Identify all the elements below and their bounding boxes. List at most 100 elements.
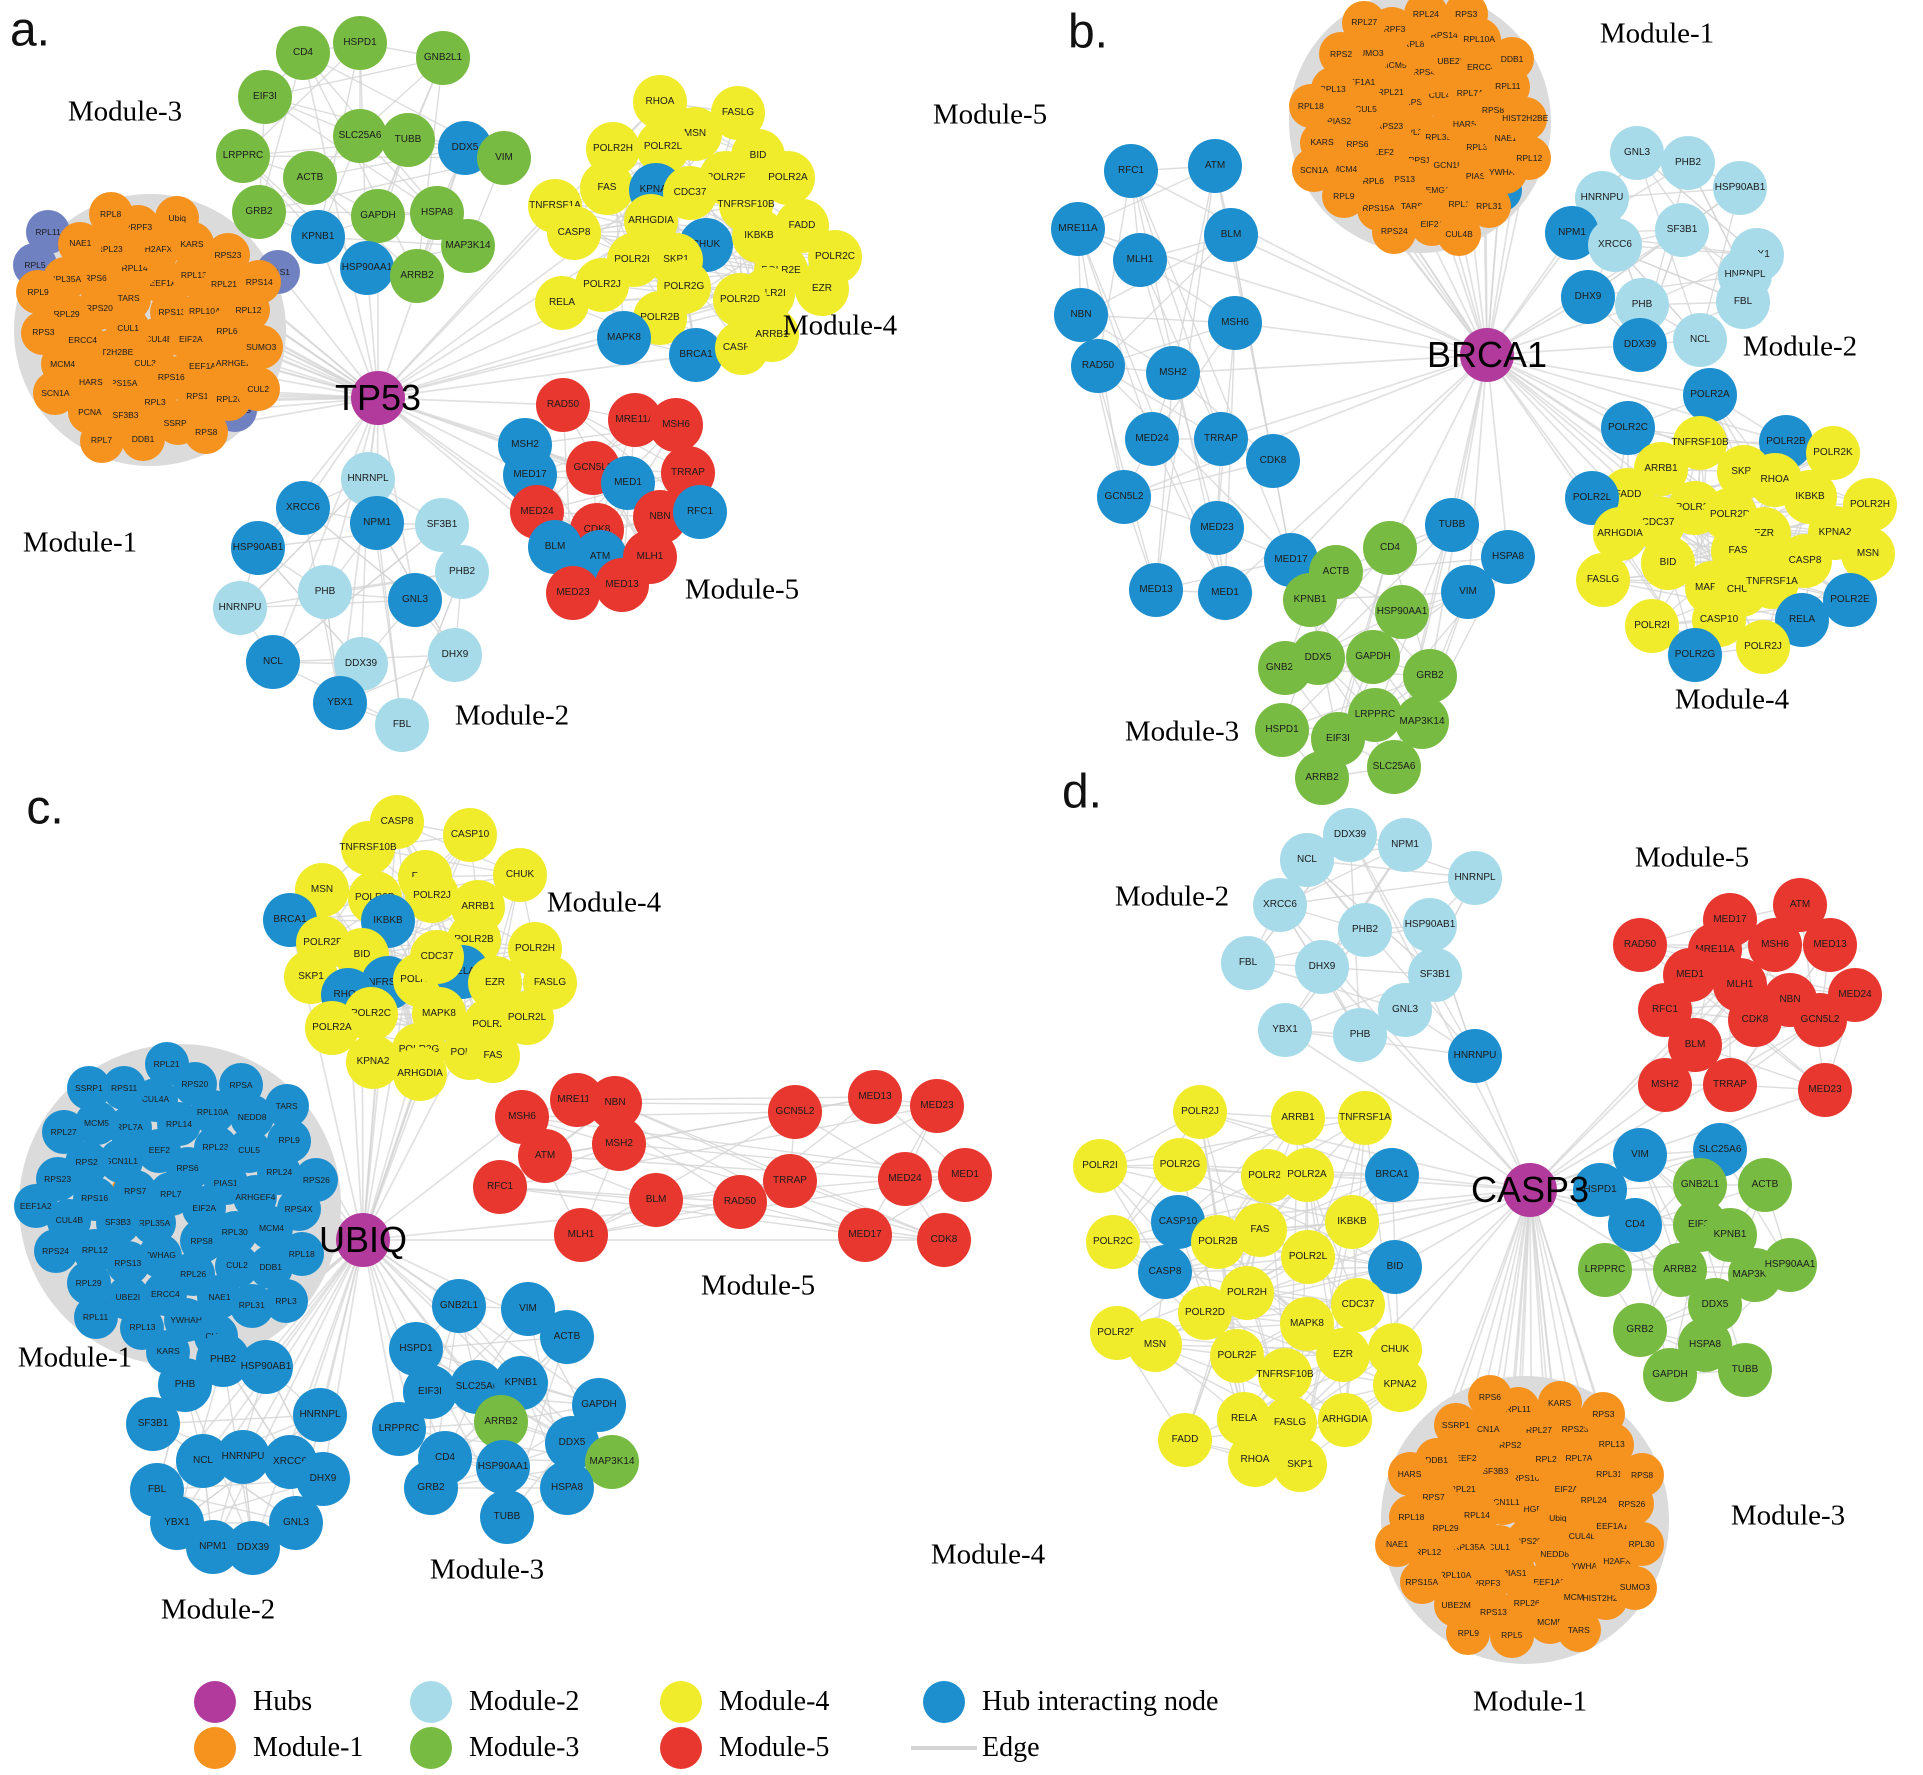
node-MED17[interactable]: MED17 bbox=[838, 1208, 892, 1262]
node-GNL3[interactable]: GNL3 bbox=[1378, 983, 1432, 1037]
node-HSP90AA1[interactable]: HSP90AA1 bbox=[1763, 1238, 1817, 1292]
node-ARRB2[interactable]: ARRB2 bbox=[1295, 751, 1349, 805]
node-CDK8[interactable]: CDK8 bbox=[1728, 993, 1782, 1047]
node-CDK8[interactable]: CDK8 bbox=[1246, 434, 1300, 488]
node-RPL9[interactable]: RPL9 bbox=[16, 270, 61, 315]
node-SF3B1[interactable]: SF3B1 bbox=[415, 498, 469, 552]
node-BLM[interactable]: BLM bbox=[629, 1173, 683, 1227]
node-RPS24[interactable]: RPS24 bbox=[1372, 209, 1417, 254]
node-FASLG[interactable]: FASLG bbox=[1576, 553, 1630, 607]
hub-node-BRCA1[interactable]: BRCA1 bbox=[1427, 328, 1547, 382]
node-DDX39[interactable]: DDX39 bbox=[1613, 318, 1667, 372]
node-HNRNPU[interactable]: HNRNPU bbox=[216, 1430, 270, 1484]
node-PHB2[interactable]: PHB2 bbox=[435, 545, 489, 599]
node-ACTB[interactable]: ACTB bbox=[1738, 1158, 1792, 1212]
node-MAP3K14[interactable]: MAP3K14 bbox=[441, 219, 495, 273]
node-SUMO3[interactable]: SUMO3 bbox=[1612, 1565, 1657, 1610]
node-RPSA[interactable]: RPSA bbox=[219, 1063, 264, 1108]
node-FBL[interactable]: FBL bbox=[375, 698, 429, 752]
node-GRB2[interactable]: GRB2 bbox=[232, 185, 286, 239]
node-HIST2H2BE[interactable]: HIST2H2BE bbox=[1502, 96, 1548, 141]
node-HNRNPU[interactable]: HNRNPU bbox=[213, 581, 267, 635]
node-RAD50[interactable]: RAD50 bbox=[1613, 918, 1667, 972]
node-HSP90AB1[interactable]: HSP90AB1 bbox=[1713, 161, 1767, 215]
node-RPL7[interactable]: RPL7 bbox=[79, 418, 124, 463]
node-FBL[interactable]: FBL bbox=[1221, 936, 1275, 990]
node-DHX9[interactable]: DHX9 bbox=[1295, 940, 1349, 994]
node-VIM[interactable]: VIM bbox=[1613, 1128, 1667, 1182]
node-MSH6[interactable]: MSH6 bbox=[1748, 918, 1802, 972]
node-HSPA8[interactable]: HSPA8 bbox=[540, 1461, 594, 1515]
hub-node-CASP3[interactable]: CASP3 bbox=[1471, 1163, 1589, 1217]
node-CDC37[interactable]: CDC37 bbox=[1331, 1278, 1385, 1332]
node-GNB2L1[interactable]: GNB2L1 bbox=[416, 31, 470, 85]
node-CDC37[interactable]: CDC37 bbox=[410, 930, 464, 984]
node-RELA[interactable]: RELA bbox=[535, 276, 589, 330]
node-TARS[interactable]: TARS bbox=[264, 1083, 309, 1128]
node-RPL30[interactable]: RPL30 bbox=[1619, 1521, 1664, 1566]
node-EEF1A2[interactable]: EEF1A2 bbox=[13, 1184, 58, 1229]
node-ATM[interactable]: ATM bbox=[1188, 139, 1242, 193]
node-RPL8[interactable]: RPL8 bbox=[88, 192, 133, 237]
node-NPM1[interactable]: NPM1 bbox=[350, 496, 404, 550]
node-HSP90AB1[interactable]: HSP90AB1 bbox=[231, 521, 285, 575]
node-CD4[interactable]: CD4 bbox=[1608, 1198, 1662, 1252]
node-NCL[interactable]: NCL bbox=[246, 635, 300, 689]
node-MSN[interactable]: MSN bbox=[1128, 1318, 1182, 1372]
node-TNFRSF10B[interactable]: TNFRSF10B bbox=[1256, 1348, 1314, 1402]
node-RPS3[interactable]: RPS3 bbox=[1581, 1392, 1626, 1437]
node-POLR2B[interactable]: POLR2B bbox=[1191, 1215, 1245, 1269]
node-TUBB[interactable]: TUBB bbox=[1718, 1343, 1772, 1397]
node-POLR2A[interactable]: POLR2A bbox=[305, 1001, 359, 1055]
node-VIM[interactable]: VIM bbox=[1441, 565, 1495, 619]
node-MLH1[interactable]: MLH1 bbox=[554, 1208, 608, 1262]
node-RPS14[interactable]: RPS14 bbox=[237, 259, 282, 304]
node-MED24[interactable]: MED24 bbox=[878, 1152, 932, 1206]
node-HNRNPL[interactable]: HNRNPL bbox=[293, 1388, 347, 1442]
node-RPL5[interactable]: RPL5 bbox=[1489, 1613, 1534, 1658]
node-RFC1[interactable]: RFC1 bbox=[473, 1160, 527, 1214]
node-BRCA1[interactable]: BRCA1 bbox=[1365, 1148, 1419, 1202]
node-TARS[interactable]: TARS bbox=[1556, 1608, 1601, 1653]
node-IKBKB[interactable]: IKBKB bbox=[1325, 1195, 1379, 1249]
node-POLR2C[interactable]: POLR2C bbox=[1086, 1215, 1140, 1269]
node-MED1[interactable]: MED1 bbox=[938, 1148, 992, 1202]
node-KPNB1[interactable]: KPNB1 bbox=[291, 210, 345, 264]
node-HSPA8[interactable]: HSPA8 bbox=[1481, 530, 1535, 584]
node-MSH2[interactable]: MSH2 bbox=[592, 1117, 646, 1171]
node-Ubiq[interactable]: Ubiq bbox=[155, 195, 200, 240]
node-RPL21[interactable]: RPL21 bbox=[144, 1042, 189, 1087]
node-FADD[interactable]: FADD bbox=[1158, 1413, 1212, 1467]
node-SUMO3[interactable]: SUMO3 bbox=[239, 324, 284, 369]
node-RPS3[interactable]: RPS3 bbox=[21, 310, 66, 355]
node-HARS[interactable]: HARS bbox=[1387, 1452, 1432, 1497]
node-GRB2[interactable]: GRB2 bbox=[1613, 1303, 1667, 1357]
node-POLR2G[interactable]: POLR2G bbox=[1668, 628, 1722, 682]
node-PHB[interactable]: PHB bbox=[1333, 1008, 1387, 1062]
node-CD4[interactable]: CD4 bbox=[1363, 521, 1417, 575]
node-ACTB[interactable]: ACTB bbox=[283, 151, 337, 205]
node-CUL2[interactable]: CUL2 bbox=[236, 367, 281, 412]
node-GRB2[interactable]: GRB2 bbox=[1403, 649, 1457, 703]
node-XRCC6[interactable]: XRCC6 bbox=[1253, 878, 1307, 932]
node-MED13[interactable]: MED13 bbox=[595, 558, 649, 612]
node-SLC25A6[interactable]: SLC25A6 bbox=[1367, 740, 1421, 794]
node-ATM[interactable]: ATM bbox=[518, 1129, 572, 1183]
node-NPM1[interactable]: NPM1 bbox=[1378, 818, 1432, 872]
node-BRCA1[interactable]: BRCA1 bbox=[669, 328, 723, 382]
node-YBX1[interactable]: YBX1 bbox=[1258, 1003, 1312, 1057]
node-RPL18[interactable]: RPL18 bbox=[1288, 84, 1333, 129]
node-HSP90AA1[interactable]: HSP90AA1 bbox=[476, 1440, 530, 1494]
node-RPS6[interactable]: RPS6 bbox=[1467, 1375, 1512, 1420]
node-FAS[interactable]: FAS bbox=[466, 1029, 520, 1083]
node-GNL3[interactable]: GNL3 bbox=[388, 573, 442, 627]
node-FBL[interactable]: FBL bbox=[1716, 275, 1770, 329]
node-RPS15A[interactable]: RPS15A bbox=[1399, 1559, 1444, 1604]
node-CUL4B[interactable]: CUL4B bbox=[1437, 211, 1482, 256]
node-DDX5[interactable]: DDX5 bbox=[1291, 631, 1345, 685]
node-YBX1[interactable]: YBX1 bbox=[313, 676, 367, 730]
node-GAPDH[interactable]: GAPDH bbox=[1643, 1348, 1697, 1402]
node-RPL9[interactable]: RPL9 bbox=[1446, 1611, 1491, 1656]
node-POLR2A[interactable]: POLR2A bbox=[1683, 368, 1737, 422]
node-ARRB1[interactable]: ARRB1 bbox=[1271, 1091, 1325, 1145]
